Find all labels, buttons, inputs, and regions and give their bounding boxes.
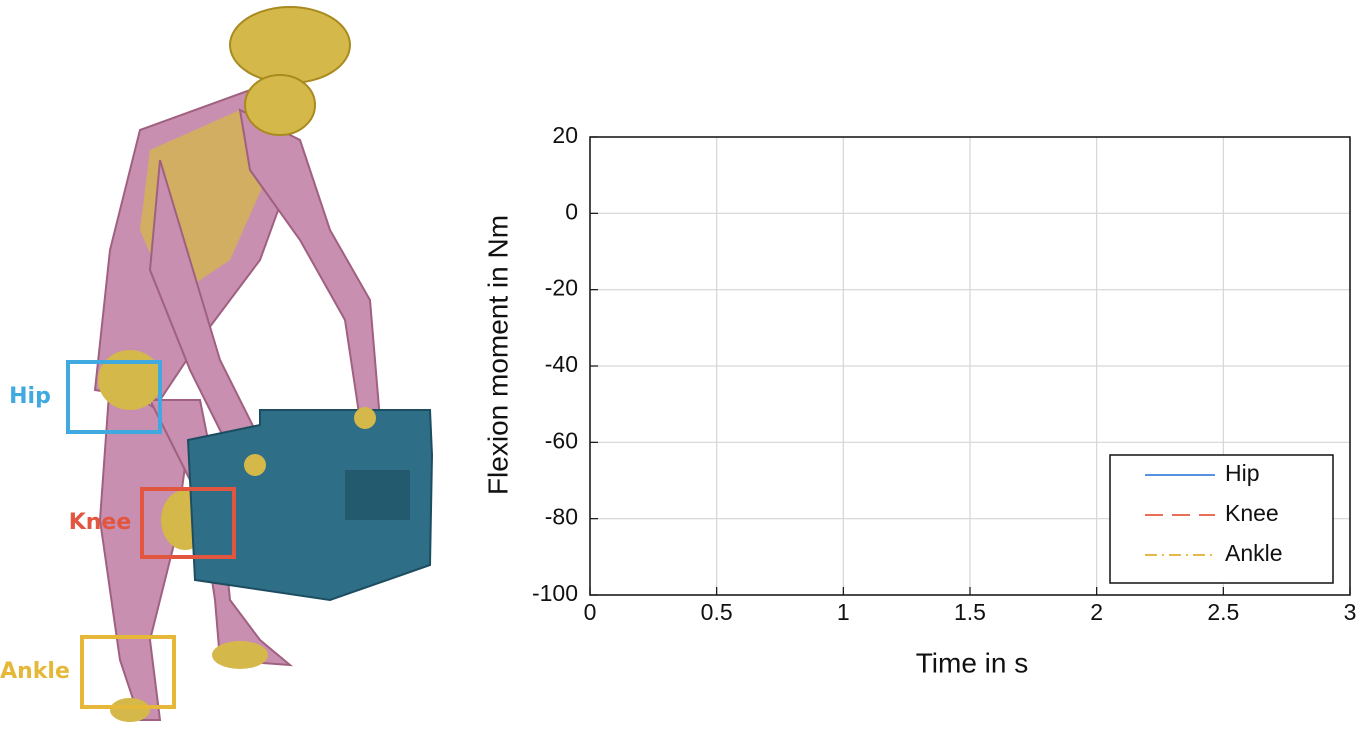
y-tick-label: -20 xyxy=(545,275,578,301)
legend-box xyxy=(1109,454,1334,584)
jaw xyxy=(244,74,316,136)
plot-frame xyxy=(589,136,1351,596)
x-tick-label: 0.5 xyxy=(701,599,733,625)
foot xyxy=(110,698,150,722)
x-tick-label: 2.5 xyxy=(1207,599,1239,625)
joint-label: Hip xyxy=(9,384,51,409)
joint-label: Ankle xyxy=(0,659,70,684)
x-tick-label: 2 xyxy=(1090,599,1103,625)
joint-box xyxy=(140,487,236,559)
joint-box xyxy=(66,360,162,434)
y-axis-title: Flexion moment in Nm xyxy=(482,215,513,495)
legend-label: Hip xyxy=(1225,460,1260,486)
x-tick-label: 3 xyxy=(1344,599,1357,625)
legend-label: Ankle xyxy=(1225,540,1283,566)
legend-label: Knee xyxy=(1225,500,1279,526)
x-tick-label: 1 xyxy=(837,599,850,625)
joint-label: Knee xyxy=(69,510,132,535)
y-tick-label: 20 xyxy=(552,122,578,148)
y-tick-label: -100 xyxy=(532,580,578,606)
y-tick-label: -40 xyxy=(545,351,578,377)
y-tick-label: -60 xyxy=(545,427,578,453)
pelvis xyxy=(98,350,162,410)
hand xyxy=(354,407,376,429)
joint-box xyxy=(80,635,176,709)
crate-handle xyxy=(345,470,410,520)
x-tick-label: 1.5 xyxy=(954,599,986,625)
x-axis-title: Time in s xyxy=(916,647,1029,678)
foot xyxy=(212,641,268,669)
skeleton-illustration xyxy=(93,6,434,722)
x-tick-label: 0 xyxy=(584,599,597,625)
y-tick-label: -80 xyxy=(545,504,578,530)
skull xyxy=(229,6,351,84)
arm xyxy=(238,108,382,421)
y-tick-label: 0 xyxy=(565,198,578,224)
hand xyxy=(244,454,266,476)
